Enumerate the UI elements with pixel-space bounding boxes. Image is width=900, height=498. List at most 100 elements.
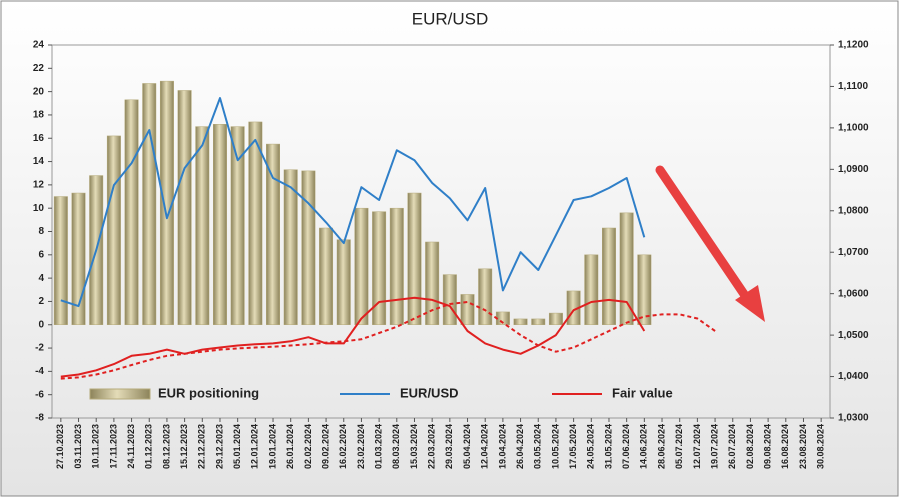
x-tick-label: 01.12.2023 bbox=[144, 424, 154, 469]
x-tick-label: 05.01.2024 bbox=[232, 424, 242, 469]
x-tick-label: 08.03.2024 bbox=[391, 424, 401, 469]
x-tick-label: 15.12.2023 bbox=[179, 424, 189, 469]
bar bbox=[177, 90, 192, 325]
x-tick-label: 03.11.2023 bbox=[73, 424, 83, 469]
x-tick-label: 29.12.2023 bbox=[214, 424, 224, 469]
x-tick-label: 12.01.2024 bbox=[250, 424, 260, 469]
x-tick-label: 19.04.2024 bbox=[497, 424, 507, 469]
bar bbox=[159, 80, 174, 326]
y-tick-label: -2 bbox=[35, 343, 44, 354]
bar bbox=[266, 143, 280, 325]
y-tick-label: 2 bbox=[38, 296, 44, 307]
x-tick-label: 17.05.2024 bbox=[568, 424, 578, 469]
x-tick-label: 26.01.2024 bbox=[285, 424, 295, 469]
bar bbox=[336, 239, 351, 325]
x-tick-label: 19.07.2024 bbox=[709, 424, 719, 469]
y-tick-label: 16 bbox=[33, 133, 45, 144]
x-tick-label: 01.03.2024 bbox=[373, 424, 383, 469]
bar bbox=[53, 196, 68, 325]
bar bbox=[283, 169, 298, 325]
legend-label: EUR/USD bbox=[400, 385, 459, 400]
x-tick-label: 15.03.2024 bbox=[409, 424, 419, 469]
x-tick-label: 16.02.2024 bbox=[338, 424, 348, 469]
bar bbox=[389, 207, 404, 325]
bar bbox=[195, 126, 210, 325]
x-tick-label: 23.02.2024 bbox=[356, 424, 366, 469]
bar bbox=[319, 227, 334, 325]
bar bbox=[372, 211, 387, 325]
line-series bbox=[60, 97, 646, 308]
bar bbox=[513, 318, 528, 325]
y2-tick-label: 1,0900 bbox=[838, 164, 869, 175]
bar bbox=[619, 212, 634, 326]
x-tick-label: 31.05.2024 bbox=[603, 424, 613, 469]
x-tick-label: 12.07.2024 bbox=[692, 424, 702, 469]
y-tick-label: 20 bbox=[33, 86, 45, 97]
y-tick-label: 6 bbox=[38, 249, 44, 260]
bar bbox=[142, 83, 157, 325]
bar bbox=[460, 294, 475, 326]
bar bbox=[637, 254, 652, 325]
bar bbox=[478, 268, 493, 325]
y2-tick-label: 1,1200 bbox=[838, 40, 869, 51]
legend-label: Fair value bbox=[612, 385, 673, 400]
y-tick-label: 14 bbox=[33, 156, 45, 167]
bar bbox=[548, 312, 563, 325]
x-tick-label: 27.10.2023 bbox=[55, 424, 65, 469]
bar bbox=[354, 207, 369, 325]
bar bbox=[602, 227, 616, 325]
y-tick-label: 8 bbox=[38, 226, 44, 237]
x-tick-label: 09.08.2024 bbox=[762, 424, 772, 469]
y2-tick-label: 1,1000 bbox=[838, 123, 869, 134]
x-tick-label: 05.04.2024 bbox=[462, 424, 472, 469]
bar bbox=[71, 192, 86, 325]
y2-tick-label: 1,1100 bbox=[838, 81, 868, 92]
x-tick-label: 28.06.2024 bbox=[656, 424, 666, 469]
bar bbox=[124, 99, 139, 325]
x-tick-label: 22.12.2023 bbox=[197, 424, 207, 469]
bar bbox=[442, 274, 457, 325]
x-tick-label: 09.02.2024 bbox=[320, 424, 330, 469]
y-tick-label: 12 bbox=[33, 180, 45, 191]
x-tick-label: 10.05.2024 bbox=[550, 424, 560, 469]
y2-tick-label: 1,0700 bbox=[838, 247, 869, 258]
bar bbox=[531, 318, 546, 325]
x-tick-label: 22.03.2024 bbox=[427, 424, 437, 469]
y-tick-label: 22 bbox=[33, 63, 45, 74]
y2-tick-label: 1,0500 bbox=[838, 330, 869, 341]
x-tick-label: 07.06.2024 bbox=[621, 424, 631, 469]
x-tick-label: 02.02.2024 bbox=[303, 424, 313, 469]
x-tick-label: 23.08.2024 bbox=[798, 424, 808, 469]
y-tick-label: 24 bbox=[33, 40, 45, 51]
x-tick-label: 03.05.2024 bbox=[533, 424, 543, 469]
x-tick-label: 05.07.2024 bbox=[674, 424, 684, 469]
x-tick-label: 29.03.2024 bbox=[444, 424, 454, 469]
legend-swatch bbox=[89, 388, 151, 400]
x-tick-label: 30.08.2024 bbox=[816, 424, 826, 469]
y-tick-label: 4 bbox=[38, 273, 44, 284]
x-tick-label: 10.11.2023 bbox=[91, 424, 101, 469]
y2-tick-label: 1,0600 bbox=[838, 288, 869, 299]
y2-tick-label: 1,0400 bbox=[838, 371, 869, 382]
x-tick-label: 26.07.2024 bbox=[727, 424, 737, 469]
bar bbox=[106, 135, 121, 325]
y-tick-label: -6 bbox=[35, 389, 44, 400]
chart-title: EUR/USD bbox=[412, 9, 489, 28]
y2-tick-label: 1,0800 bbox=[838, 205, 869, 216]
arrow-annotation bbox=[655, 165, 765, 322]
bar bbox=[213, 124, 227, 325]
bar bbox=[230, 126, 245, 325]
legend-label: EUR positioning bbox=[158, 385, 259, 400]
y-tick-label: -4 bbox=[35, 366, 44, 377]
bar bbox=[301, 170, 316, 325]
x-tick-label: 24.05.2024 bbox=[586, 424, 596, 469]
x-tick-label: 02.08.2024 bbox=[745, 424, 755, 469]
line-series bbox=[60, 296, 646, 378]
y-tick-label: 10 bbox=[33, 203, 45, 214]
x-tick-label: 16.08.2024 bbox=[780, 424, 790, 469]
x-tick-label: 26.04.2024 bbox=[515, 424, 525, 469]
y-tick-label: -8 bbox=[35, 413, 44, 424]
y2-tick-label: 1,0300 bbox=[838, 413, 869, 424]
line-series bbox=[60, 301, 716, 380]
